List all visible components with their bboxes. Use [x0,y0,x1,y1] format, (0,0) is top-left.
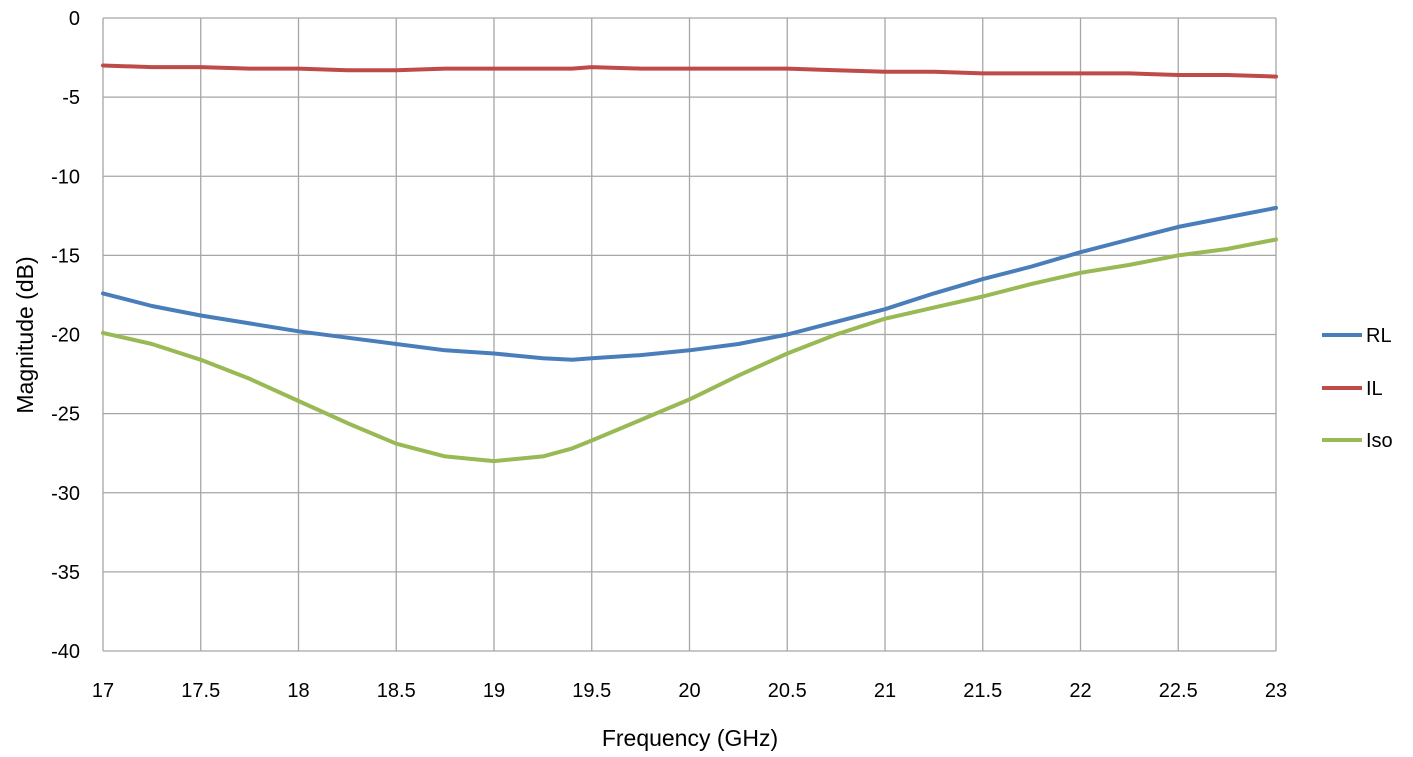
x-tick-label: 20 [678,680,700,702]
x-tick-label: 20.5 [768,680,807,702]
x-tick-label: 21.5 [963,680,1002,702]
y-tick-labels: 0 -5 -10 -15 -20 -25 -30 -35 -40 [51,8,80,663]
y-tick-label: -20 [51,325,80,347]
gridlines [102,17,1277,652]
legend-label-iso: Iso [1366,430,1393,452]
legend: RL IL Iso [1322,325,1393,452]
y-tick-label: -30 [51,483,80,505]
x-tick-label: 22.5 [1159,680,1198,702]
y-axis-title: Magnitude (dB) [12,256,38,413]
y-tick-label: -10 [51,166,80,188]
series-line-iso [101,237,1278,464]
series-line-rl [101,205,1278,362]
x-tick-label: 21 [874,680,896,702]
y-tick-label: -5 [62,87,80,109]
legend-label-rl: RL [1366,325,1392,347]
x-tick-labels: 17 17.5 18 18.5 19 19.5 20 20.5 21 21.5 22 22.5 23 [92,680,1287,702]
x-tick-label: 23 [1265,680,1287,702]
y-tick-label: 0 [69,8,80,30]
x-tick-label: 19 [483,680,505,702]
series-lines [101,63,1278,464]
x-tick-label: 18.5 [377,680,416,702]
x-tick-label: 17 [92,680,114,702]
y-tick-label: -25 [51,404,80,426]
x-tick-label: 19.5 [572,680,611,702]
series-line-il [101,63,1278,79]
x-tick-label: 17.5 [181,680,220,702]
x-axis-title: Frequency (GHz) [602,725,778,751]
y-tick-label: -35 [51,562,80,584]
x-tick-label: 18 [287,680,309,702]
y-tick-label: -40 [51,641,80,663]
x-tick-label: 22 [1069,680,1091,702]
y-tick-label: -15 [51,245,80,267]
legend-label-il: IL [1366,378,1383,400]
